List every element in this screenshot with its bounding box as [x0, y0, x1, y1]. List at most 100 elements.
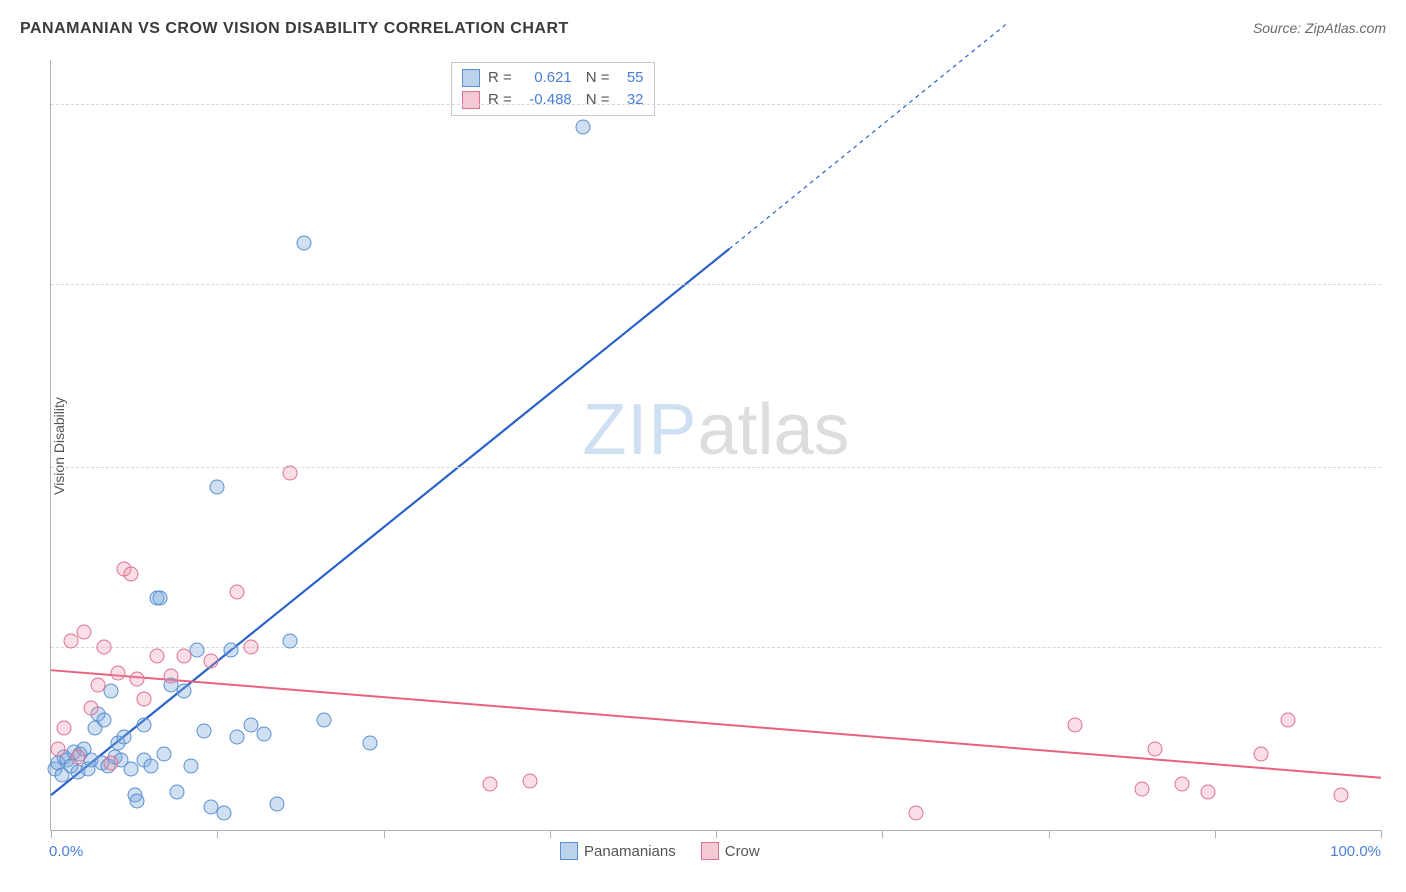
data-point: [522, 773, 537, 788]
data-point: [143, 759, 158, 774]
data-point: [103, 683, 118, 698]
gridline: [51, 104, 1381, 105]
data-point: [1147, 741, 1162, 756]
data-point: [97, 712, 112, 727]
legend-swatch-icon: [462, 69, 480, 87]
data-point: [1254, 747, 1269, 762]
data-point: [270, 796, 285, 811]
x-tick: [882, 830, 883, 838]
watermark-zip: ZIP: [582, 390, 697, 470]
x-tick: [1215, 830, 1216, 838]
data-point: [1134, 782, 1149, 797]
watermark: ZIPatlas: [582, 389, 849, 471]
x-tick: [217, 830, 218, 838]
data-point: [230, 730, 245, 745]
data-point: [137, 718, 152, 733]
chart-title: PANAMANIAN VS CROW VISION DISABILITY COR…: [20, 20, 569, 37]
legend-swatch-icon: [462, 91, 480, 109]
data-point: [230, 584, 245, 599]
data-point: [157, 747, 172, 762]
data-point: [363, 735, 378, 750]
n-label: N =: [586, 89, 610, 111]
correlation-stats-box: R = 0.621 N = 55 R = -0.488 N = 32: [451, 62, 655, 116]
data-point: [83, 700, 98, 715]
data-point: [97, 639, 112, 654]
legend-label: Crow: [725, 843, 760, 860]
gridline: [51, 284, 1381, 285]
data-point: [216, 805, 231, 820]
x-tick: [1381, 830, 1382, 838]
data-point: [177, 683, 192, 698]
data-point: [223, 642, 238, 657]
data-point: [196, 724, 211, 739]
data-point: [150, 648, 165, 663]
data-point: [177, 648, 192, 663]
data-point: [283, 465, 298, 480]
data-point: [63, 634, 78, 649]
data-point: [130, 793, 145, 808]
data-point: [77, 625, 92, 640]
data-point: [1280, 712, 1295, 727]
n-value: 32: [618, 89, 644, 111]
data-point: [57, 721, 72, 736]
data-point: [296, 236, 311, 251]
stats-row: R = 0.621 N = 55: [462, 67, 644, 89]
x-tick: [716, 830, 717, 838]
data-point: [576, 119, 591, 134]
r-label: R =: [488, 67, 512, 89]
source-attribution: Source: ZipAtlas.com: [1253, 20, 1386, 36]
trend-lines: [51, 60, 1381, 830]
bottom-legend: Panamanians Crow: [560, 842, 760, 860]
n-value: 55: [618, 67, 644, 89]
legend-item: Crow: [701, 842, 760, 860]
data-point: [90, 677, 105, 692]
data-point: [203, 654, 218, 669]
x-tick: [550, 830, 551, 838]
data-point: [1334, 788, 1349, 803]
x-tick-label: 0.0%: [49, 843, 83, 860]
legend-item: Panamanians: [560, 842, 676, 860]
data-point: [123, 567, 138, 582]
x-tick-label: 100.0%: [1330, 843, 1381, 860]
data-point: [153, 590, 168, 605]
y-tick-label: 12.5%: [1391, 458, 1406, 475]
data-point: [1201, 785, 1216, 800]
y-tick-label: 6.3%: [1391, 638, 1406, 655]
data-point: [50, 741, 65, 756]
data-point: [243, 639, 258, 654]
y-tick-label: 18.8%: [1391, 275, 1406, 292]
data-point: [123, 761, 138, 776]
data-point: [183, 759, 198, 774]
r-label: R =: [488, 89, 512, 111]
data-point: [1174, 776, 1189, 791]
legend-swatch-icon: [701, 842, 719, 860]
x-tick: [384, 830, 385, 838]
data-point: [137, 692, 152, 707]
data-point: [190, 642, 205, 657]
data-point: [210, 480, 225, 495]
data-point: [316, 712, 331, 727]
stats-row: R = -0.488 N = 32: [462, 89, 644, 111]
gridline: [51, 467, 1381, 468]
legend-label: Panamanians: [584, 843, 676, 860]
data-point: [908, 805, 923, 820]
data-point: [70, 750, 85, 765]
legend-swatch-icon: [560, 842, 578, 860]
data-point: [256, 727, 271, 742]
data-point: [103, 756, 118, 771]
x-tick: [51, 830, 52, 838]
r-value: -0.488: [520, 89, 572, 111]
data-point: [170, 785, 185, 800]
watermark-atlas: atlas: [697, 390, 849, 470]
data-point: [1068, 718, 1083, 733]
n-label: N =: [586, 67, 610, 89]
data-point: [117, 730, 132, 745]
x-tick: [1049, 830, 1050, 838]
r-value: 0.621: [520, 67, 572, 89]
data-point: [110, 666, 125, 681]
scatter-plot-area: ZIPatlas R =0.621N =55R =-0.488N =32 6.3…: [50, 60, 1381, 831]
data-point: [163, 669, 178, 684]
data-point: [130, 671, 145, 686]
data-point: [482, 776, 497, 791]
data-point: [283, 634, 298, 649]
